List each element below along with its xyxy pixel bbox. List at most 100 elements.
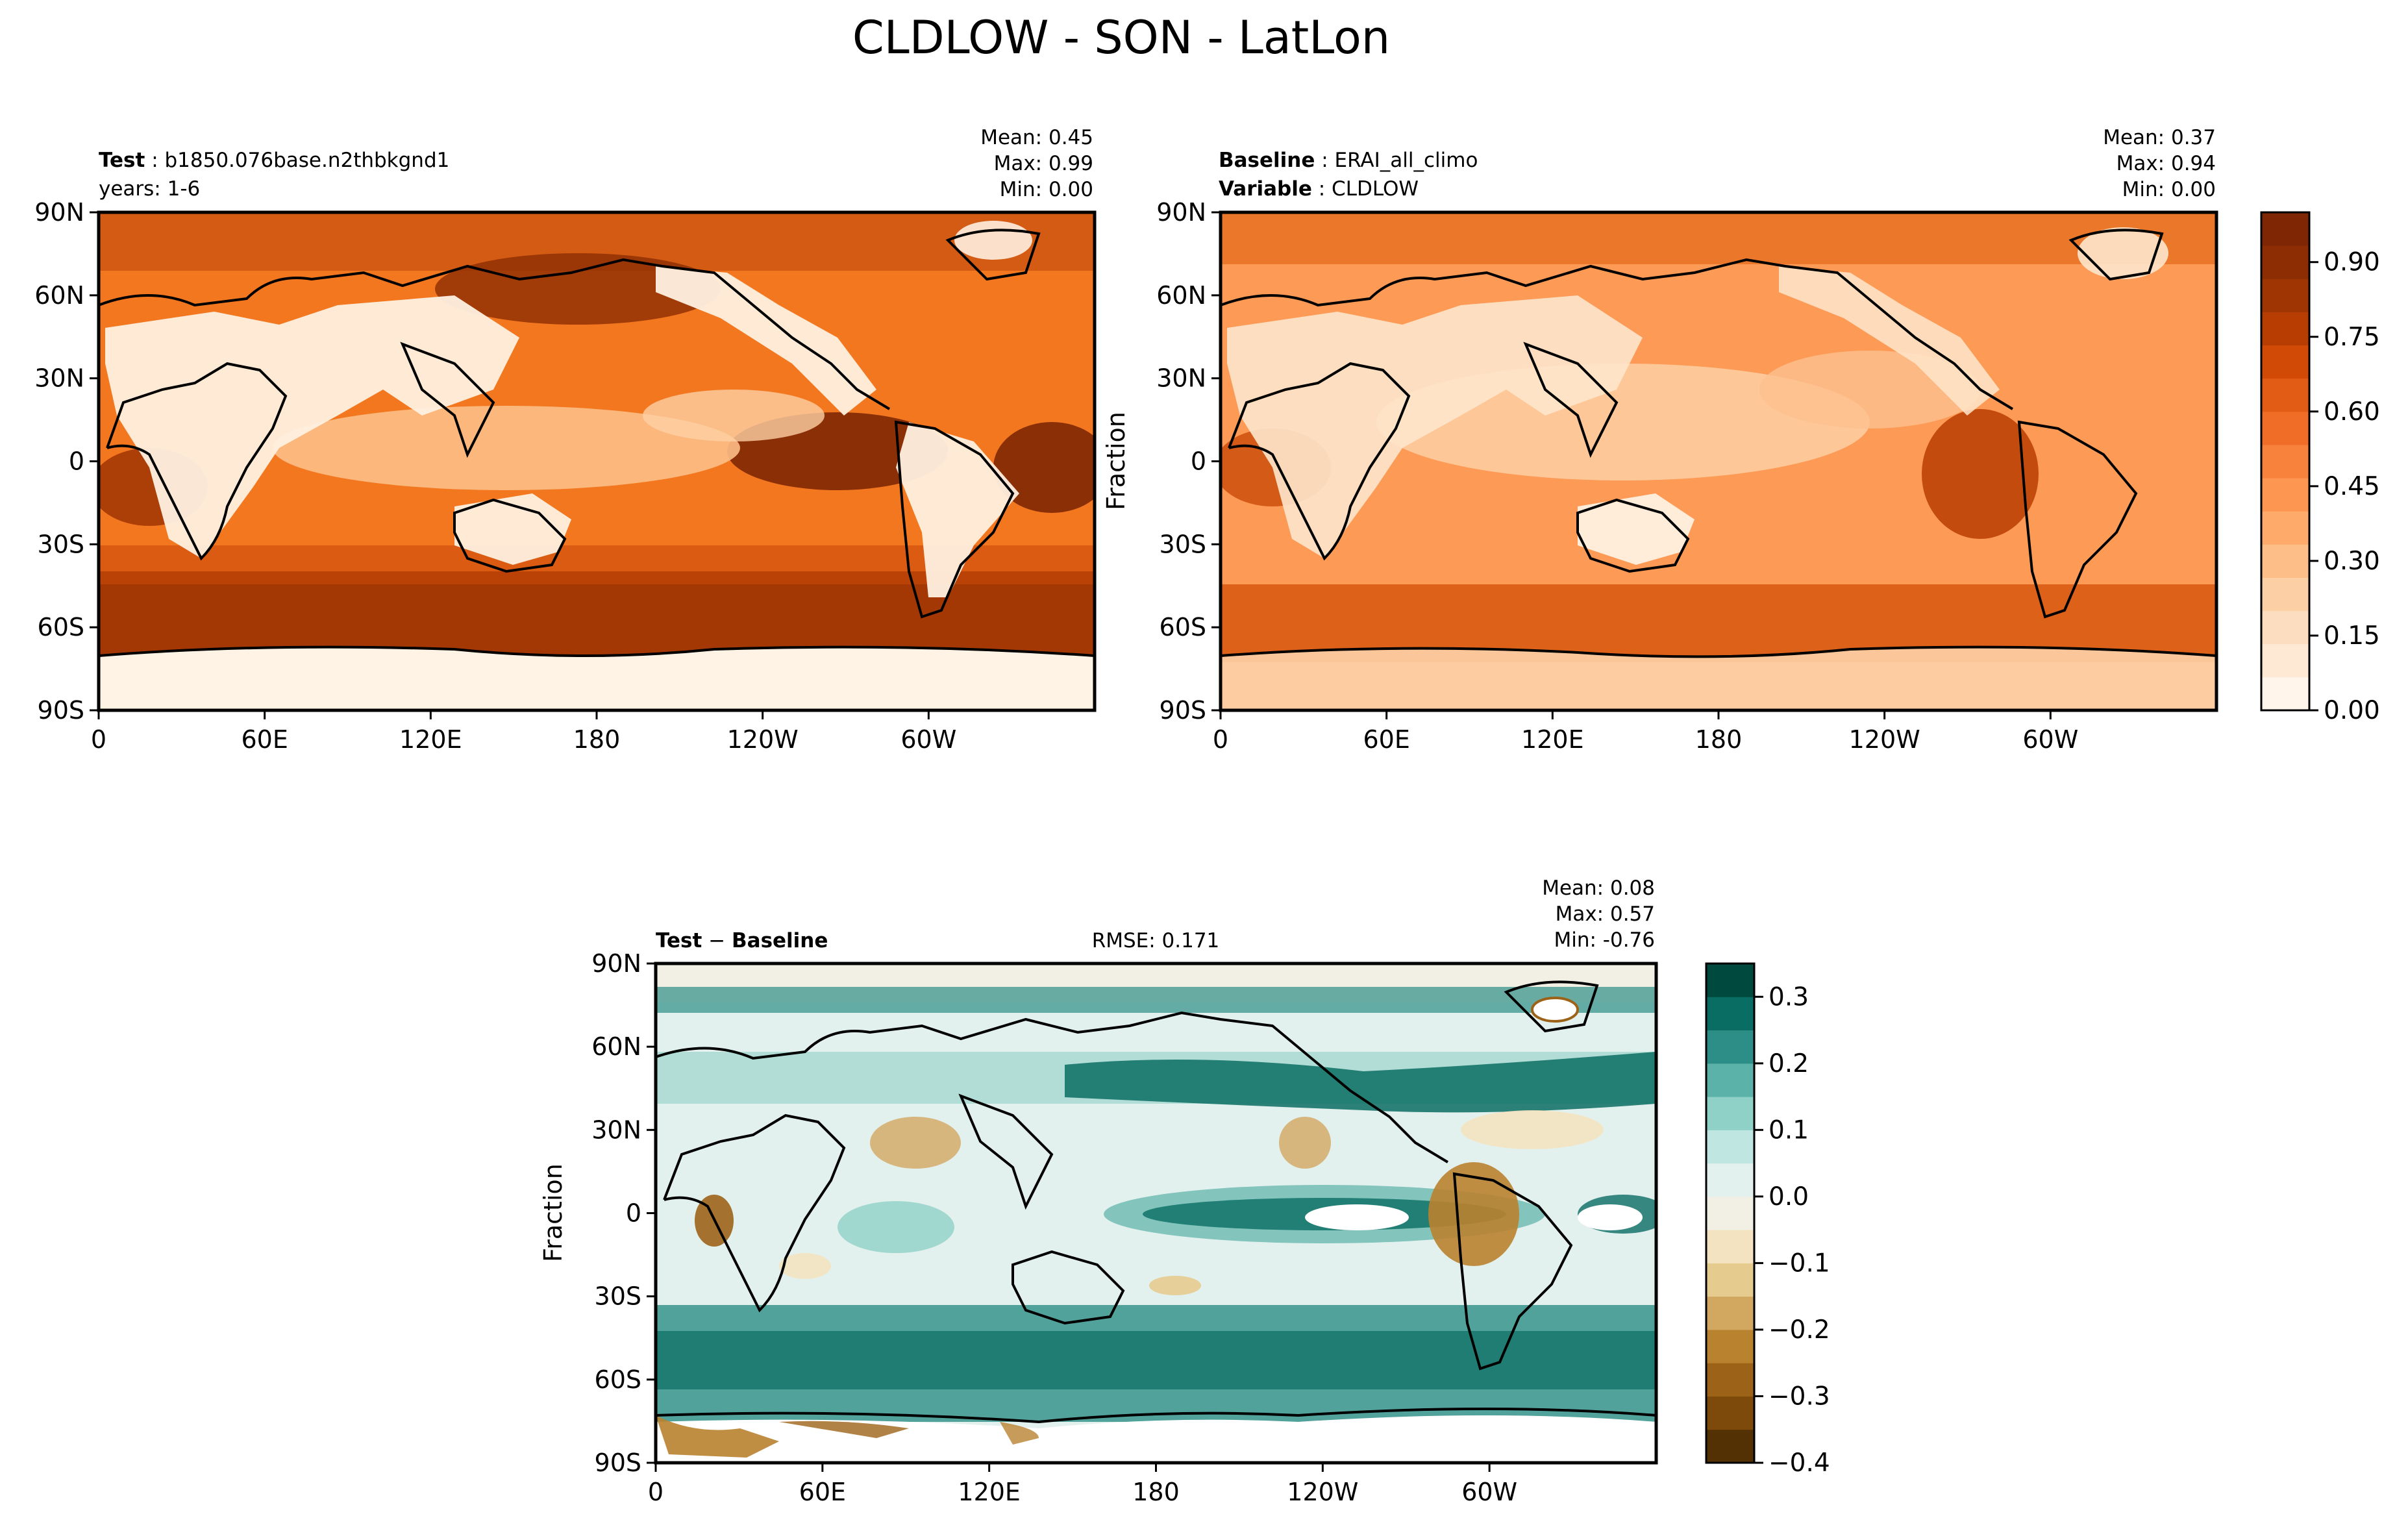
baseline-title-value: : ERAI_all_climo xyxy=(1321,149,1478,172)
main-colorbar-frame xyxy=(2260,211,2311,712)
diff-colorbar-tick-label: 0.1 xyxy=(1769,1115,1809,1145)
baseline-subtitle-label: Variable xyxy=(1219,177,1312,201)
diff-colorbar: 0.3 0.2 0.1 0.0 −0.1 −0.2 −0.3 −0.4 xyxy=(1705,962,1830,1478)
test-ytick-label: 90S xyxy=(38,696,84,725)
main-colorbar-segments xyxy=(2261,212,2309,711)
diff-colorbar-segment xyxy=(1706,1063,1754,1097)
diff-colorbar-segment xyxy=(1706,1363,1754,1397)
baseline-title-label: Baseline xyxy=(1219,149,1315,172)
test-ytick-label: 30N xyxy=(34,364,84,393)
difference-xtick-label: 60W xyxy=(1461,1478,1517,1506)
main-colorbar-segment xyxy=(2261,511,2309,545)
difference-title-minus: − xyxy=(708,929,732,952)
main-colorbar-segment xyxy=(2261,245,2309,279)
difference-stat-min: Min: -0.76 xyxy=(1554,928,1655,952)
diff-colorbar-tick-label: −0.2 xyxy=(1769,1315,1830,1345)
panel-test: 0 60E 120E 180 120W 60W 90N 60N 30N 0 30S 60S 90S T… xyxy=(34,126,1097,754)
difference-xtick-label: 120W xyxy=(1287,1478,1358,1506)
test-ytick-label: 90N xyxy=(34,198,84,227)
diff-colorbar-segment xyxy=(1706,1097,1754,1130)
main-colorbar: 0.00 0.15 0.30 0.45 0.60 0.75 0.90 xyxy=(2260,211,2380,725)
baseline-subtitle: Variable : CLDLOW xyxy=(1219,177,1419,201)
diff-colorbar-segment xyxy=(1706,1263,1754,1297)
test-stat-max: Max: 0.99 xyxy=(994,152,1093,175)
test-xtick-label: 120W xyxy=(727,725,799,754)
test-xtick-label: 180 xyxy=(573,725,621,754)
difference-title-label-1: Test xyxy=(656,929,702,952)
figure-title: CLDLOW - SON - LatLon xyxy=(852,11,1390,64)
main-colorbar-tick-label: 0.90 xyxy=(2324,248,2380,277)
difference-xtick-label: 180 xyxy=(1132,1478,1180,1506)
diff-colorbar-segment xyxy=(1706,1329,1754,1363)
baseline-title: Baseline : ERAI_all_climo xyxy=(1219,149,1478,172)
baseline-stat-min: Min: 0.00 xyxy=(2122,178,2216,201)
difference-title-label-2: Baseline xyxy=(732,929,828,952)
diff-colorbar-tick-label: 0.3 xyxy=(1769,982,1809,1012)
main-colorbar-segment xyxy=(2261,577,2309,612)
baseline-ytick-label: 90S xyxy=(1160,696,1206,725)
difference-ytick-label: 60N xyxy=(591,1032,641,1061)
main-colorbar-segment xyxy=(2261,677,2309,711)
main-colorbar-tick-label: 0.45 xyxy=(2324,472,2380,501)
panel-baseline: 0 60E 120E 180 120W 60W 90N 60N 30N 0 30S 60S 90S F… xyxy=(1102,126,2218,754)
test-ytick-label: 60S xyxy=(38,613,84,641)
diff-colorbar-segment xyxy=(1706,1429,1754,1463)
test-xtick-label: 0 xyxy=(91,725,106,754)
main-colorbar-segment xyxy=(2261,444,2309,479)
baseline-ytick-label: 60N xyxy=(1156,281,1206,310)
difference-ytick-label: 0 xyxy=(626,1199,641,1228)
main-colorbar-segment xyxy=(2261,378,2309,412)
test-stat-min: Min: 0.00 xyxy=(1000,178,1093,201)
diff-colorbar-segments xyxy=(1706,963,1754,1463)
difference-xtick-label: 120E xyxy=(958,1478,1021,1506)
baseline-xtick-label: 120W xyxy=(1849,725,1920,754)
main-colorbar-segment xyxy=(2261,610,2309,645)
test-ytick-label: 30S xyxy=(38,530,84,558)
difference-xtick-label: 0 xyxy=(648,1478,664,1506)
diff-colorbar-segment xyxy=(1706,1163,1754,1197)
baseline-xticks: 0 60E 120E 180 120W 60W xyxy=(1213,710,2078,754)
main-colorbar-segment xyxy=(2261,279,2309,312)
difference-stat-mean: Mean: 0.08 xyxy=(1542,876,1655,900)
baseline-ytick-label: 0 xyxy=(1191,447,1206,476)
main-colorbar-segment xyxy=(2261,643,2309,678)
baseline-xtick-label: 180 xyxy=(1695,725,1743,754)
diff-colorbar-segment xyxy=(1706,1130,1754,1164)
main-colorbar-segment xyxy=(2261,312,2309,346)
test-ytick-label: 60N xyxy=(34,281,84,310)
main-colorbar-tick-label: 0.60 xyxy=(2324,397,2380,427)
baseline-xtick-label: 0 xyxy=(1213,725,1228,754)
test-title: Test : b1850.076base.n2thbkgnd1 xyxy=(99,149,449,172)
baseline-ylabel: Fraction xyxy=(1102,412,1130,510)
baseline-field xyxy=(1221,212,2216,710)
test-xtick-label: 60E xyxy=(241,725,288,754)
diff-colorbar-segment xyxy=(1706,1030,1754,1064)
test-title-value: : b1850.076base.n2thbkgnd1 xyxy=(151,149,449,172)
difference-ytick-label: 90S xyxy=(595,1448,641,1477)
diff-colorbar-segment xyxy=(1706,1230,1754,1263)
baseline-subtitle-value: : CLDLOW xyxy=(1319,177,1419,201)
baseline-coastlines xyxy=(1221,229,2216,658)
main-colorbar-tick-label: 0.00 xyxy=(2324,696,2380,725)
main-colorbar-segment xyxy=(2261,478,2309,512)
main-colorbar-tick-label: 0.30 xyxy=(2324,547,2380,576)
difference-xticks: 0 60E 120E 180 120W 60W xyxy=(648,1463,1517,1506)
diff-colorbar-frame xyxy=(1705,962,1756,1464)
test-xtick-label: 60W xyxy=(900,725,956,754)
main-colorbar-segment xyxy=(2261,544,2309,578)
main-colorbar-segment xyxy=(2261,345,2309,379)
test-ytick-label: 0 xyxy=(69,447,84,476)
difference-field xyxy=(656,963,1656,1463)
diff-colorbar-tick-label: −0.3 xyxy=(1769,1382,1830,1411)
test-yticks: 90N 60N 30N 0 30S 60S 90S xyxy=(34,198,99,725)
main-colorbar-tick-label: 0.15 xyxy=(2324,621,2380,651)
difference-rmse: RMSE: 0.171 xyxy=(1092,929,1220,952)
panel-difference: 0 60E 120E 180 120W 60W 90N 60N 30N 0 30S 60S 90S F… xyxy=(539,876,1658,1506)
difference-ylabel: Fraction xyxy=(539,1163,567,1262)
baseline-xtick-label: 60E xyxy=(1363,725,1409,754)
diff-colorbar-segment xyxy=(1706,963,1754,997)
baseline-ytick-label: 60S xyxy=(1160,613,1206,641)
diff-colorbar-tick-label: −0.4 xyxy=(1769,1448,1830,1478)
difference-yticks: 90N 60N 30N 0 30S 60S 90S xyxy=(591,949,656,1477)
difference-coastlines xyxy=(656,980,1656,1424)
